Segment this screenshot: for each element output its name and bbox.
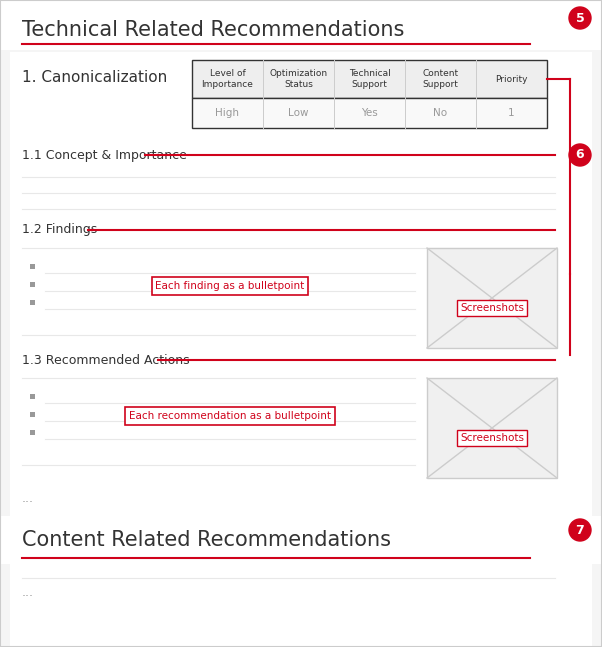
Text: ...: ... <box>22 492 34 505</box>
Text: Each recommendation as a bulletpoint: Each recommendation as a bulletpoint <box>129 411 331 421</box>
Bar <box>30 394 35 399</box>
Text: Priority: Priority <box>495 74 528 83</box>
Text: Technical Related Recommendations: Technical Related Recommendations <box>22 20 405 40</box>
Text: 6: 6 <box>576 149 585 162</box>
Bar <box>427 248 557 348</box>
Bar <box>0 516 602 564</box>
Text: 7: 7 <box>576 523 585 536</box>
Text: Level of
Importance: Level of Importance <box>202 69 253 89</box>
Text: Technical
Support: Technical Support <box>349 69 390 89</box>
Text: No: No <box>433 108 447 118</box>
Text: Optimization
Status: Optimization Status <box>270 69 327 89</box>
Bar <box>30 430 35 435</box>
Text: 1. Canonicalization: 1. Canonicalization <box>22 71 167 85</box>
Circle shape <box>569 7 591 29</box>
Bar <box>30 412 35 417</box>
Text: 1: 1 <box>508 108 515 118</box>
Bar <box>427 378 557 478</box>
Bar <box>192 98 547 128</box>
Bar <box>192 60 547 98</box>
Text: Screenshots: Screenshots <box>460 303 524 313</box>
Text: 1.3 Recommended Actions: 1.3 Recommended Actions <box>22 353 190 366</box>
Text: Low: Low <box>288 108 309 118</box>
Text: Content Related Recommendations: Content Related Recommendations <box>22 530 391 550</box>
Circle shape <box>569 144 591 166</box>
Bar <box>10 564 592 647</box>
Text: 5: 5 <box>576 12 585 25</box>
Bar <box>30 264 35 269</box>
Text: 1.1 Concept & Importance: 1.1 Concept & Importance <box>22 149 187 162</box>
Bar <box>30 282 35 287</box>
Text: Each finding as a bulletpoint: Each finding as a bulletpoint <box>155 281 305 291</box>
Text: Yes: Yes <box>361 108 378 118</box>
Text: ...: ... <box>22 586 34 598</box>
Text: Screenshots: Screenshots <box>460 433 524 443</box>
Circle shape <box>569 519 591 541</box>
Text: 1.2 Findings: 1.2 Findings <box>22 223 98 237</box>
Text: High: High <box>216 108 240 118</box>
Bar <box>0 0 602 50</box>
Text: Content
Support: Content Support <box>423 69 459 89</box>
Bar <box>10 52 592 600</box>
Bar <box>30 300 35 305</box>
